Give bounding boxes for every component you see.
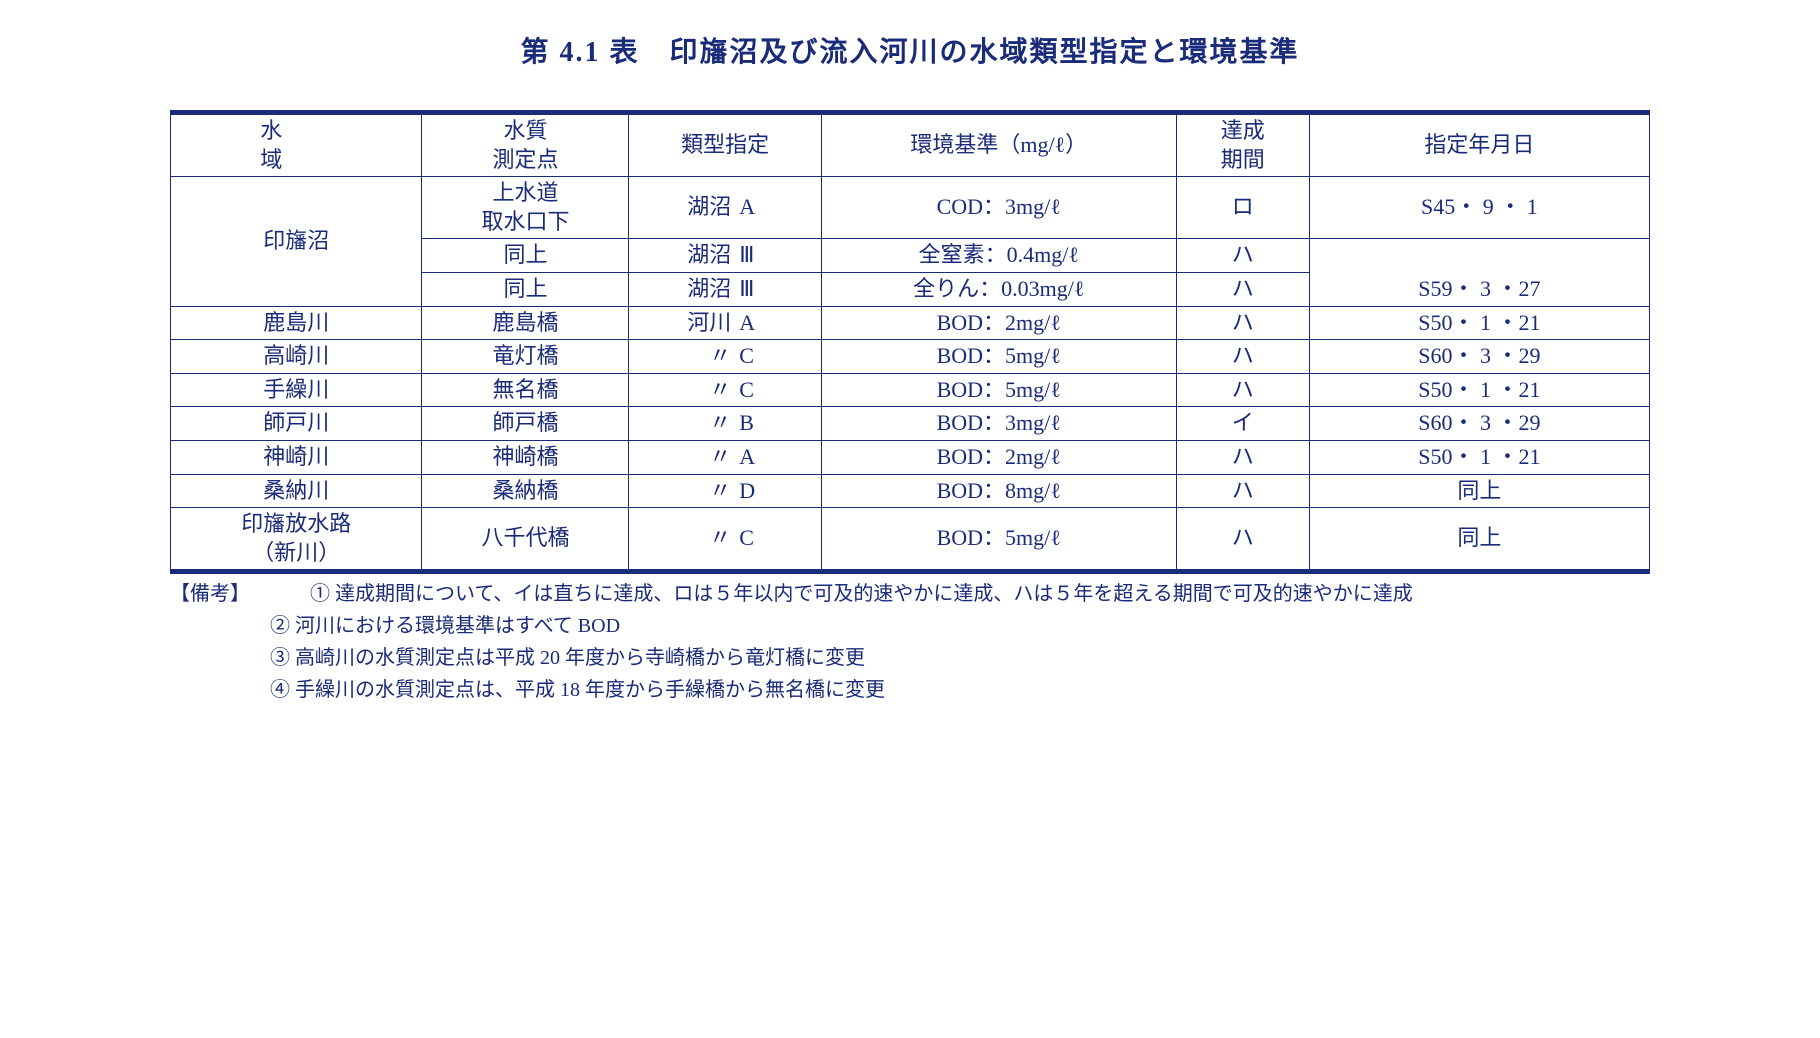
table-row: 神崎川 神崎橋 〃A BOD：2mg/ℓ ハ S50・ 1 ・21 bbox=[171, 440, 1650, 474]
standards-table: 水 域 水質測定点 類型指定 環境基準（mg/ℓ） 達成期間 指定年月日 印旛沼… bbox=[170, 110, 1650, 574]
cell-point: 鹿島橋 bbox=[422, 306, 629, 340]
cell-standard: COD：3mg/ℓ bbox=[821, 177, 1176, 239]
cell-standard: 全りん：0.03mg/ℓ bbox=[821, 272, 1176, 306]
cell-period: イ bbox=[1176, 407, 1309, 441]
cell-standard: BOD：2mg/ℓ bbox=[821, 306, 1176, 340]
cell-type: 湖沼Ⅲ bbox=[629, 239, 821, 273]
cell-period: ハ bbox=[1176, 508, 1309, 572]
cell-standard: BOD：8mg/ℓ bbox=[821, 474, 1176, 508]
cell-date: 同上 bbox=[1309, 508, 1649, 572]
cell-waterbody: 桑納川 bbox=[171, 474, 422, 508]
cell-date: S50・ 1 ・21 bbox=[1309, 306, 1649, 340]
cell-standard: BOD：5mg/ℓ bbox=[821, 340, 1176, 374]
table-row: 桑納川 桑納橋 〃D BOD：8mg/ℓ ハ 同上 bbox=[171, 474, 1650, 508]
cell-standard: BOD：5mg/ℓ bbox=[821, 508, 1176, 572]
cell-period: ハ bbox=[1176, 373, 1309, 407]
note-item: ③ 高崎川の水質測定点は平成 20 年度から寺崎橋から竜灯橋に変更 bbox=[170, 642, 1650, 674]
note-item: ④ 手繰川の水質測定点は、平成 18 年度から手繰橋から無名橋に変更 bbox=[170, 674, 1650, 706]
note-item: ② 河川における環境基準はすべて BOD bbox=[170, 610, 1650, 642]
cell-waterbody: 手繰川 bbox=[171, 373, 422, 407]
cell-point: 上水道取水口下 bbox=[422, 177, 629, 239]
cell-period: ハ bbox=[1176, 440, 1309, 474]
cell-date: 同上 bbox=[1309, 474, 1649, 508]
cell-standard: 全窒素：0.4mg/ℓ bbox=[821, 239, 1176, 273]
cell-type: 湖沼Ⅲ bbox=[629, 272, 821, 306]
cell-period: ハ bbox=[1176, 474, 1309, 508]
cell-waterbody: 高崎川 bbox=[171, 340, 422, 374]
cell-type: 〃C bbox=[629, 340, 821, 374]
cell-point: 師戸橋 bbox=[422, 407, 629, 441]
cell-standard: BOD：5mg/ℓ bbox=[821, 373, 1176, 407]
cell-point: 無名橋 bbox=[422, 373, 629, 407]
cell-period: ハ bbox=[1176, 340, 1309, 374]
col-standard: 環境基準（mg/ℓ） bbox=[821, 113, 1176, 177]
cell-type: 〃B bbox=[629, 407, 821, 441]
col-waterbody: 水 域 bbox=[171, 113, 422, 177]
cell-date: S45・ 9 ・ 1 bbox=[1309, 177, 1649, 239]
cell-date: S60・ 3 ・29 bbox=[1309, 340, 1649, 374]
cell-type: 〃C bbox=[629, 373, 821, 407]
cell-date: S50・ 1 ・21 bbox=[1309, 440, 1649, 474]
cell-type: 河川A bbox=[629, 306, 821, 340]
cell-standard: BOD：2mg/ℓ bbox=[821, 440, 1176, 474]
cell-point: 同上 bbox=[422, 239, 629, 273]
notes-lead: 【備考】 bbox=[170, 578, 250, 610]
table-row: 高崎川 竜灯橋 〃C BOD：5mg/ℓ ハ S60・ 3 ・29 bbox=[171, 340, 1650, 374]
cell-point: 同上 bbox=[422, 272, 629, 306]
cell-waterbody: 印旛放水路（新川） bbox=[171, 508, 422, 572]
cell-date: S60・ 3 ・29 bbox=[1309, 407, 1649, 441]
col-period: 達成期間 bbox=[1176, 113, 1309, 177]
cell-waterbody: 鹿島川 bbox=[171, 306, 422, 340]
table-row: 師戸川 師戸橋 〃B BOD：3mg/ℓ イ S60・ 3 ・29 bbox=[171, 407, 1650, 441]
cell-period: ハ bbox=[1176, 272, 1309, 306]
table-header-row: 水 域 水質測定点 類型指定 環境基準（mg/ℓ） 達成期間 指定年月日 bbox=[171, 113, 1650, 177]
cell-point: 竜灯橋 bbox=[422, 340, 629, 374]
cell-date: S59・ 3 ・27 bbox=[1309, 239, 1649, 306]
table-row: 印旛放水路（新川） 八千代橋 〃C BOD：5mg/ℓ ハ 同上 bbox=[171, 508, 1650, 572]
cell-waterbody: 神崎川 bbox=[171, 440, 422, 474]
table-row: 印旛沼 上水道取水口下 湖沼A COD：3mg/ℓ ロ S45・ 9 ・ 1 bbox=[171, 177, 1650, 239]
col-type: 類型指定 bbox=[629, 113, 821, 177]
cell-point: 桑納橋 bbox=[422, 474, 629, 508]
note-item: 【備考】 ① 達成期間について、イは直ちに達成、ロは５年以内で可及的速やかに達成… bbox=[170, 578, 1650, 610]
table-row: 手繰川 無名橋 〃C BOD：5mg/ℓ ハ S50・ 1 ・21 bbox=[171, 373, 1650, 407]
cell-period: ロ bbox=[1176, 177, 1309, 239]
cell-standard: BOD：3mg/ℓ bbox=[821, 407, 1176, 441]
cell-point: 神崎橋 bbox=[422, 440, 629, 474]
cell-date: S50・ 1 ・21 bbox=[1309, 373, 1649, 407]
table-row: 鹿島川 鹿島橋 河川A BOD：2mg/ℓ ハ S50・ 1 ・21 bbox=[171, 306, 1650, 340]
cell-waterbody: 印旛沼 bbox=[171, 177, 422, 306]
cell-waterbody: 師戸川 bbox=[171, 407, 422, 441]
col-date: 指定年月日 bbox=[1309, 113, 1649, 177]
cell-period: ハ bbox=[1176, 239, 1309, 273]
cell-type: 〃A bbox=[629, 440, 821, 474]
cell-period: ハ bbox=[1176, 306, 1309, 340]
table-body: 印旛沼 上水道取水口下 湖沼A COD：3mg/ℓ ロ S45・ 9 ・ 1 同… bbox=[171, 177, 1650, 572]
cell-type: 〃D bbox=[629, 474, 821, 508]
cell-type: 〃C bbox=[629, 508, 821, 572]
page-title: 第 4.1 表 印旛沼及び流入河川の水域類型指定と環境基準 bbox=[60, 30, 1760, 70]
cell-point: 八千代橋 bbox=[422, 508, 629, 572]
notes-section: 【備考】 ① 達成期間について、イは直ちに達成、ロは５年以内で可及的速やかに達成… bbox=[170, 578, 1650, 706]
cell-type: 湖沼A bbox=[629, 177, 821, 239]
